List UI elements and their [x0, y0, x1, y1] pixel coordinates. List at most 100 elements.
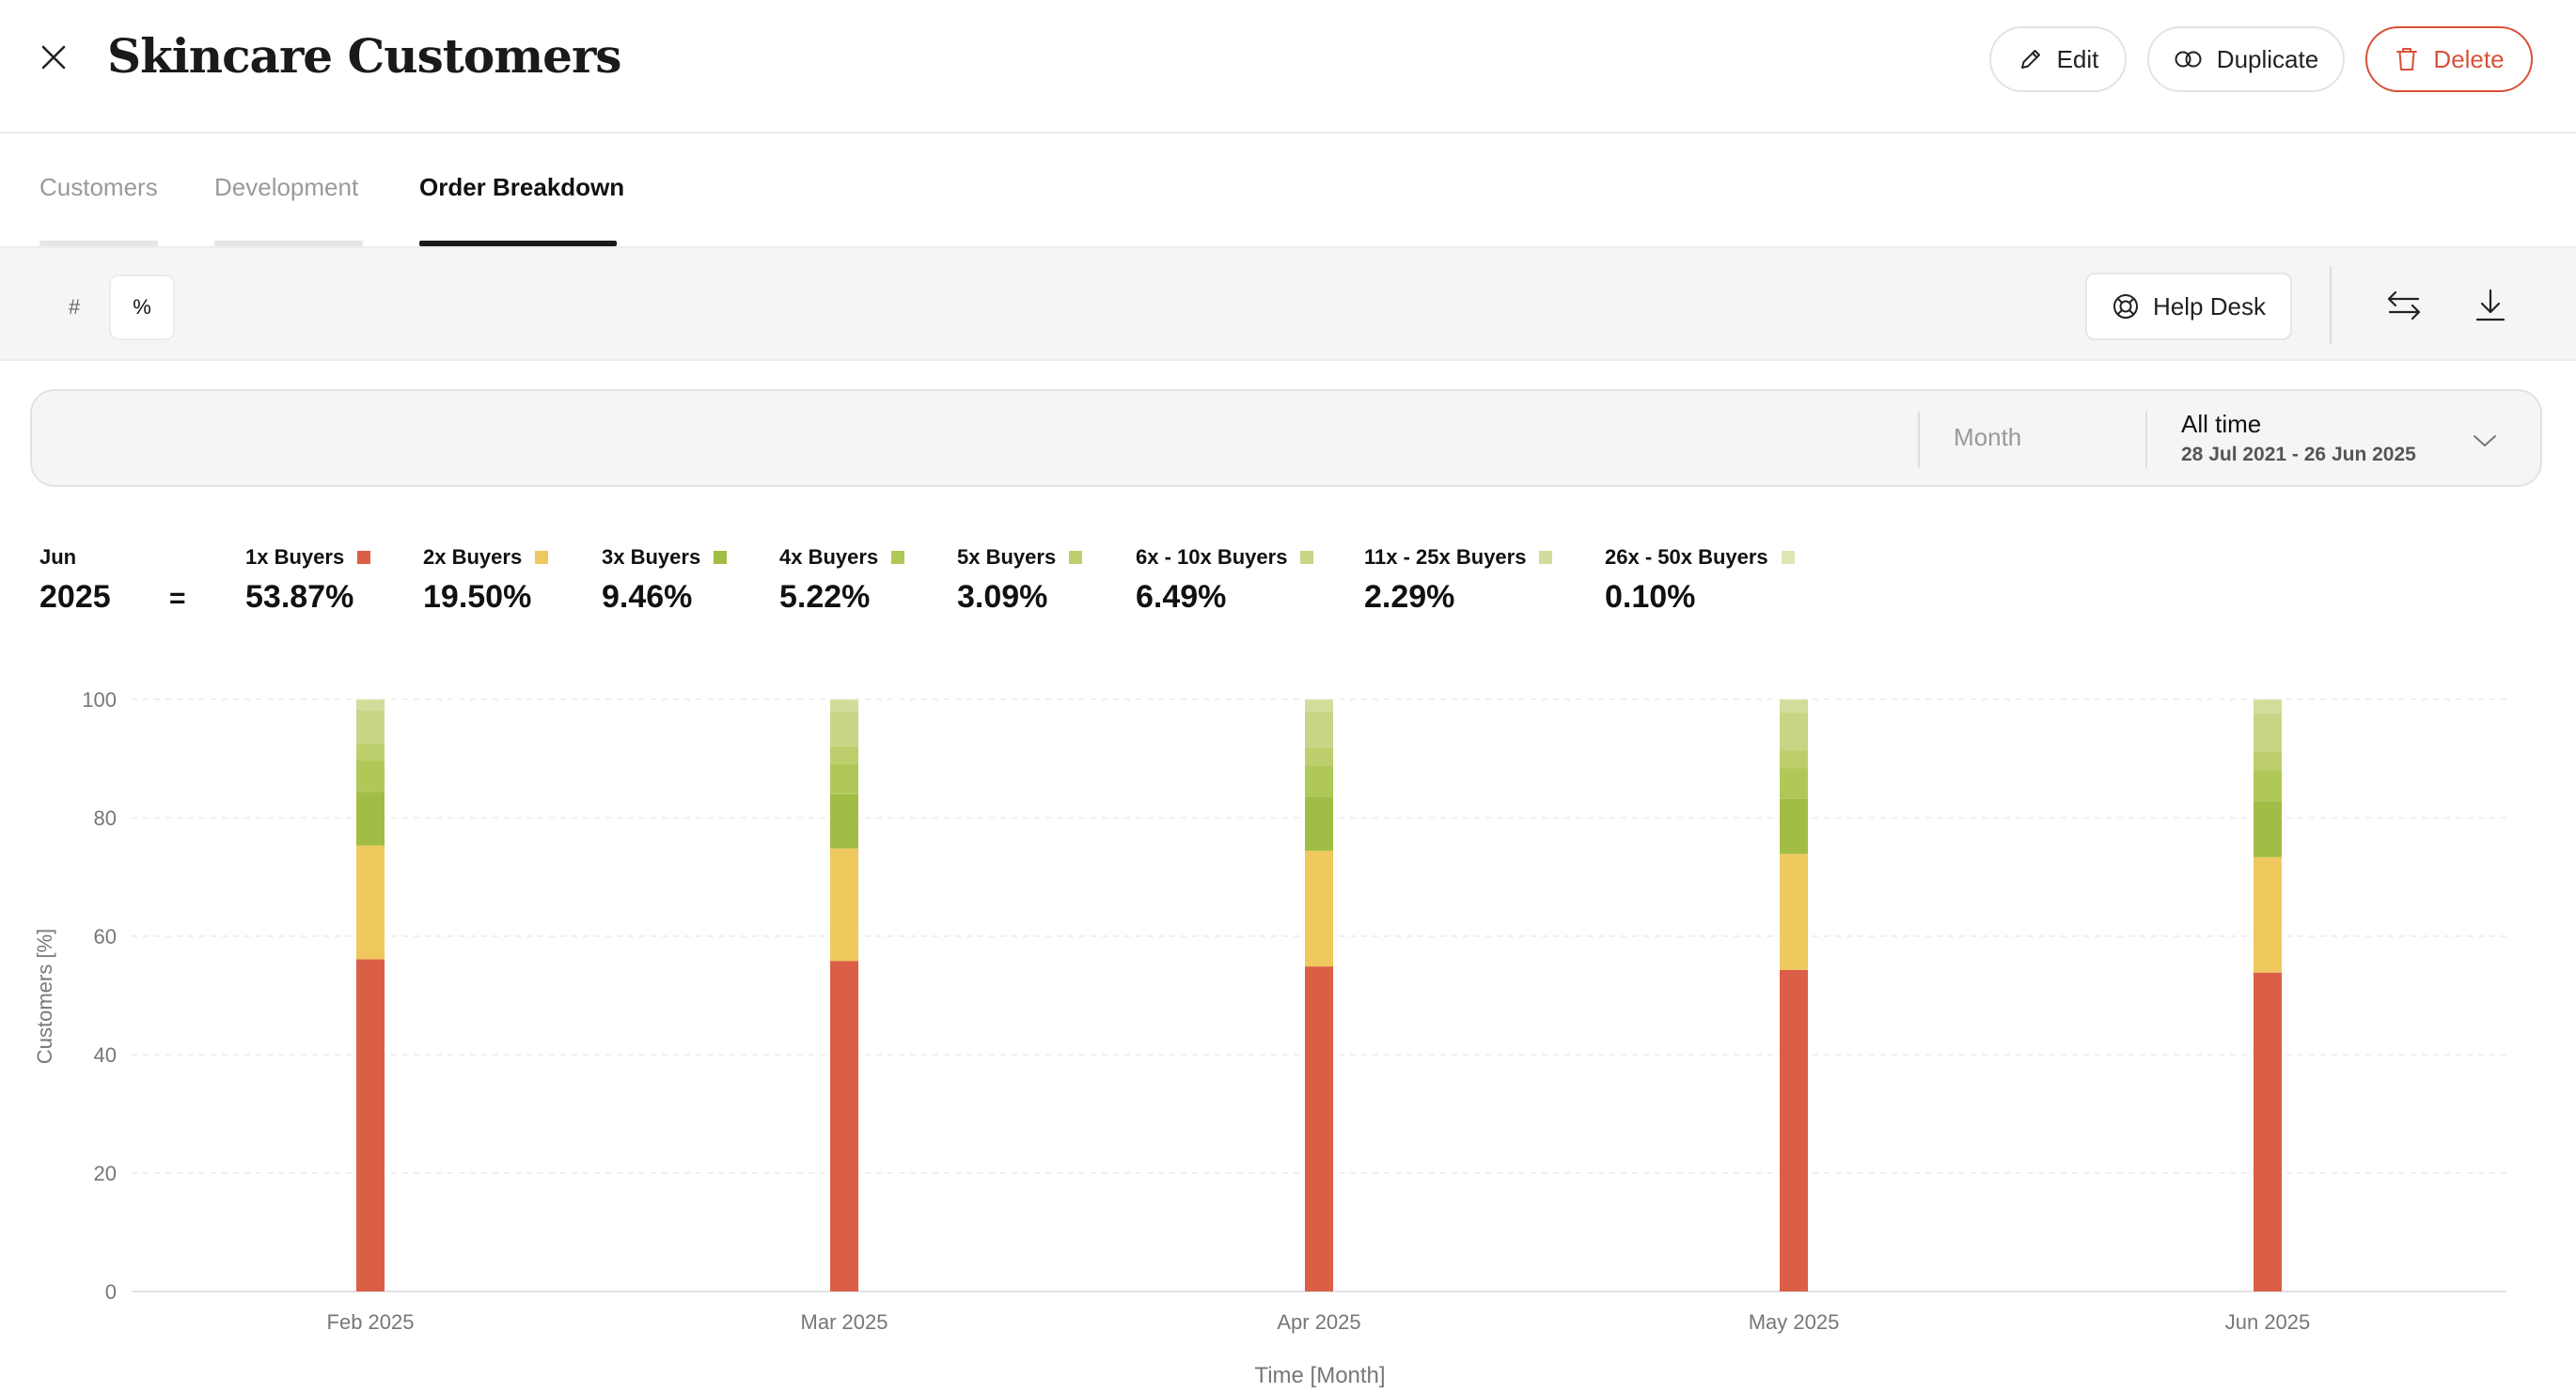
duplicate-label: Duplicate — [2216, 44, 2319, 73]
delete-button[interactable]: Delete — [2365, 26, 2533, 92]
bar-segment — [1305, 699, 1333, 712]
bar-segment — [1305, 699, 1333, 700]
pencil-icon — [2020, 50, 2040, 69]
tab-development-indicator — [214, 241, 363, 246]
summary-label: 26x - 50x Buyers — [1605, 545, 1768, 569]
bar-segment — [1305, 851, 1333, 967]
y-tick-label: 0 — [105, 1280, 117, 1304]
close-icon — [41, 45, 66, 70]
percent-toggle[interactable]: % — [109, 274, 175, 340]
download-button[interactable] — [2467, 282, 2514, 329]
bar-segment — [356, 743, 385, 761]
bar-segment — [356, 791, 385, 846]
summary-year: 2025 — [39, 579, 111, 615]
y-tick-label: 20 — [94, 1162, 117, 1185]
equals-sign: = — [169, 583, 186, 614]
date-range-title: All time — [2181, 410, 2262, 438]
legend-swatch — [891, 551, 905, 564]
tab-bar: Customers Development Order Breakdown — [0, 133, 2576, 246]
chevron-down-icon[interactable] — [2471, 427, 2499, 455]
legend-swatch — [1781, 551, 1795, 564]
bar-segment — [1780, 969, 1808, 1291]
x-tick-label: May 2025 — [1749, 1310, 1840, 1334]
swap-button[interactable] — [2380, 282, 2427, 329]
bar-segment — [2254, 770, 2282, 802]
summary-row: Jun 2025 = 1x Buyers 53.87% 2x Buyers 19… — [0, 540, 2576, 624]
bar-segment — [2254, 751, 2282, 771]
bar-segment — [1780, 768, 1808, 799]
bar-segment — [1780, 699, 1808, 713]
x-tick-label: Mar 2025 — [801, 1310, 888, 1334]
bar-segment — [1780, 750, 1808, 769]
summary-value: 3.09% — [957, 579, 1048, 615]
legend-swatch — [714, 551, 728, 564]
granularity-select[interactable]: Month — [1954, 423, 2022, 451]
bar-segment — [356, 710, 385, 744]
absolute-toggle[interactable]: # — [68, 295, 81, 319]
bar-segment — [1305, 765, 1333, 797]
bar-segment — [1305, 747, 1333, 766]
x-tick-label: Jun 2025 — [2225, 1310, 2311, 1334]
toolbar-divider — [2330, 267, 2332, 344]
tab-order-breakdown[interactable]: Order Breakdown — [419, 173, 625, 201]
summary-label: 4x Buyers — [779, 545, 879, 569]
edit-button[interactable]: Edit — [1989, 26, 2127, 92]
summary-label: 2x Buyers — [423, 545, 523, 569]
tab-development[interactable]: Development — [214, 173, 359, 201]
tab-customers[interactable]: Customers — [39, 173, 158, 201]
tab-customers-indicator — [39, 241, 158, 246]
bar-segment — [830, 699, 858, 712]
chart-toolbar: # % Help Desk — [0, 246, 2576, 361]
bar-segment — [2254, 699, 2282, 700]
date-range-select[interactable]: All time 28 Jul 2021 - 26 Jun 2025 — [2181, 410, 2520, 470]
x-axis-label: Time [Month] — [1254, 1363, 1386, 1388]
legend-swatch — [535, 551, 549, 564]
summary-value: 9.46% — [602, 579, 693, 615]
close-button[interactable] — [34, 38, 73, 77]
summary-label: 5x Buyers — [957, 545, 1057, 569]
help-desk-label: Help Desk — [2153, 291, 2266, 321]
bar-segment — [830, 763, 858, 794]
summary-value: 53.87% — [245, 579, 354, 615]
trash-icon — [2396, 48, 2418, 70]
filter-divider — [2145, 412, 2147, 468]
bar-segment — [1780, 853, 1808, 970]
bar-segment — [2254, 801, 2282, 857]
stacked-bar-chart: 0 20 40 60 80 100 Feb 2025 Mar 2025 Apr 2025 May … — [82, 688, 2506, 1334]
bar-segment — [2254, 713, 2282, 752]
bar-segment — [830, 711, 858, 746]
date-range-dates: 28 Jul 2021 - 26 Jun 2025 — [2181, 444, 2416, 465]
bar-segment — [1780, 699, 1808, 700]
summary-label: 11x - 25x Buyers — [1364, 545, 1527, 569]
x-tick-label: Apr 2025 — [1277, 1310, 1360, 1334]
summary-value: 0.10% — [1605, 579, 1696, 615]
bar-segment — [830, 793, 858, 849]
summary-value: 19.50% — [423, 579, 532, 615]
summary-value: 5.22% — [779, 579, 871, 615]
summary-label: 6x - 10x Buyers — [1136, 545, 1288, 569]
tab-order-breakdown-indicator — [419, 241, 617, 246]
x-tick-label: Feb 2025 — [327, 1310, 415, 1334]
summary-label: 1x Buyers — [245, 545, 345, 569]
legend-swatch — [1069, 551, 1083, 564]
page-header: Skincare Customers Edit Duplicate Delete — [0, 0, 2576, 133]
filter-bar: Month All time 28 Jul 2021 - 26 Jun 2025 — [30, 389, 2542, 487]
legend-swatch — [357, 551, 371, 564]
bar-segment — [2254, 972, 2282, 1291]
duplicate-button[interactable]: Duplicate — [2147, 26, 2345, 92]
summary-month: Jun — [39, 545, 77, 569]
y-tick-label: 80 — [94, 806, 117, 830]
bar-segment — [1780, 798, 1808, 854]
bar-segment — [356, 760, 385, 792]
bar-segment — [2254, 699, 2282, 714]
page-title: Skincare Customers — [107, 28, 621, 84]
bar-segment — [1780, 712, 1808, 751]
y-tick-label: 40 — [94, 1043, 117, 1067]
summary-label: 3x Buyers — [602, 545, 701, 569]
bar-segment — [830, 699, 858, 700]
help-desk-button[interactable]: Help Desk — [2085, 273, 2292, 340]
summary-value: 2.29% — [1364, 579, 1455, 615]
y-tick-label: 100 — [82, 688, 117, 712]
swap-arrows-icon — [2387, 290, 2421, 321]
bar-segment — [1305, 796, 1333, 852]
